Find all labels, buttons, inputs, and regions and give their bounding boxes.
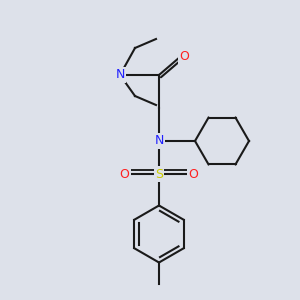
Text: O: O xyxy=(189,167,198,181)
Text: O: O xyxy=(180,50,189,64)
Text: O: O xyxy=(120,167,129,181)
Text: N: N xyxy=(154,134,164,148)
Text: S: S xyxy=(155,167,163,181)
Text: N: N xyxy=(115,68,125,82)
